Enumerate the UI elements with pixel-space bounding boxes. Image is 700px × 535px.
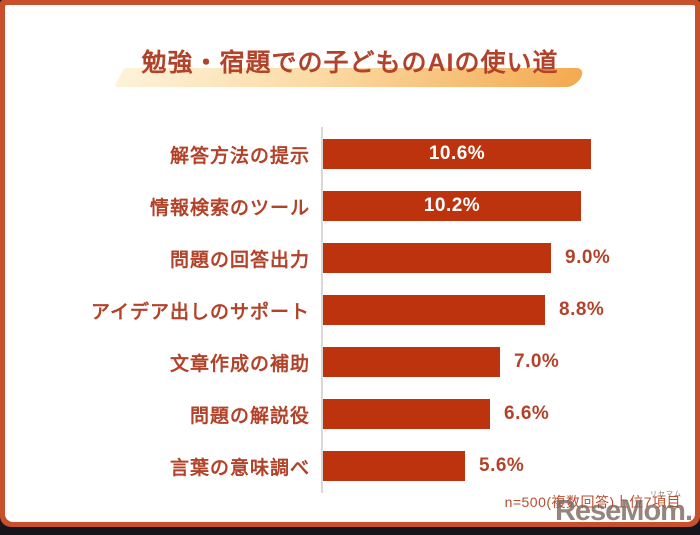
chart-row: 問題の解説役 6.6% (5, 399, 695, 429)
bar-area: 10.6% (323, 139, 695, 169)
bar-area: 8.8% (323, 295, 695, 325)
resemom-logo: ReseMom. リセマム (554, 491, 693, 528)
chart-card: 勉強・宿題での子どものAIの使い道 解答方法の提示 10.6% 情報検索のツール 10… (5, 5, 695, 527)
value-label: 8.8% (559, 299, 605, 320)
resemom-logo-text: ReseMom. (554, 495, 693, 527)
value-label: 9.0% (565, 247, 611, 268)
bar: 10.6% (323, 139, 591, 169)
chart-row: 文章作成の補助 7.0% (5, 347, 695, 377)
bar (323, 295, 545, 325)
category-label: 問題の回答出力 (169, 249, 310, 271)
chart-row: 問題の回答出力 9.0% (5, 243, 695, 273)
value-label: 7.0% (514, 351, 560, 372)
resemom-logo-furigana: リセマム (650, 491, 682, 498)
title-block: 勉強・宿題での子どものAIの使い道 (70, 5, 630, 87)
bar-area: 9.0% (323, 243, 695, 273)
sample-size-note: n=500(複数回答)上位7項目 (504, 494, 681, 510)
category-label: 文章作成の補助 (169, 353, 310, 375)
bar-area: 10.2% (323, 191, 695, 221)
bar-area: 7.0% (323, 347, 695, 377)
bar (323, 243, 551, 273)
chart-row: 言葉の意味調べ 5.6% (5, 451, 695, 481)
value-label: 5.6% (479, 455, 525, 476)
bar-chart: 解答方法の提示 10.6% 情報検索のツール 10.2% 問題の回答出力 9.0% アイデア… (5, 127, 695, 493)
chart-title: 勉強・宿題での子どものAIの使い道 (141, 49, 559, 77)
category-label: 問題の解説役 (189, 405, 310, 427)
bar (323, 451, 465, 481)
chart-row: アイデア出しのサポート 8.8% (5, 295, 695, 325)
chart-row: 情報検索のツール 10.2% (5, 191, 695, 221)
bar (323, 399, 490, 429)
value-label: 6.6% (504, 403, 550, 424)
category-label: アイデア出しのサポート (90, 301, 310, 323)
bar-area: 5.6% (323, 451, 695, 481)
value-label: 10.2% (423, 195, 481, 216)
bar-area: 6.6% (323, 399, 695, 429)
category-label: 解答方法の提示 (169, 145, 310, 167)
chart-row: 解答方法の提示 10.6% (5, 139, 695, 169)
value-label: 10.6% (428, 143, 486, 164)
category-label: 情報検索のツール (149, 197, 310, 219)
bar: 10.2% (323, 191, 581, 221)
category-label: 言葉の意味調べ (169, 457, 310, 479)
bar (323, 347, 500, 377)
